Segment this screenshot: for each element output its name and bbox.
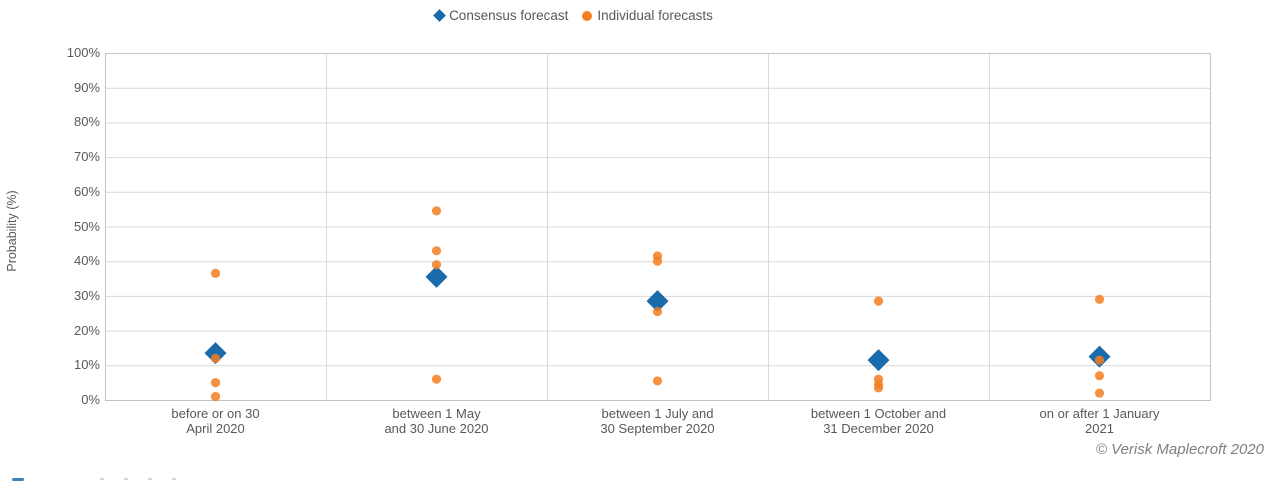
y-tick-label: 30%: [73, 287, 100, 303]
x-category-label-line: between 1 May: [392, 406, 481, 421]
y-tick-label: 100%: [66, 45, 100, 60]
y-tick-label: 50%: [73, 218, 100, 234]
plot-border: [105, 53, 1211, 401]
legend-item-individual: Individual forecasts: [582, 8, 713, 23]
copyright-note: © Verisk Maplecroft 2020: [1095, 441, 1264, 458]
legend-item-consensus: Consensus forecast: [433, 8, 569, 23]
individual-point: [431, 260, 442, 270]
y-tick-label: 0%: [81, 392, 100, 407]
cutoff-footnote-remnant: [100, 478, 195, 480]
individual-point: [1094, 355, 1105, 365]
x-category-label: between 1 May and 30 June 2020: [326, 406, 548, 436]
x-category-label-line: 2021: [1085, 421, 1114, 436]
x-category-label-line: on or after 1 January: [1039, 406, 1160, 421]
individual-point: [431, 206, 442, 216]
x-category-label-line: before or on 30: [171, 406, 260, 421]
individual-point: [652, 376, 663, 386]
consensus-point: [425, 265, 448, 288]
y-tick-label: 60%: [73, 183, 100, 199]
x-category-label-line: between 1 October and: [810, 406, 947, 421]
individual-point: [873, 296, 884, 306]
y-tick-label: 80%: [73, 114, 100, 130]
legend-label-consensus: Consensus forecast: [449, 8, 569, 23]
individual-point: [431, 246, 442, 256]
individual-point: [210, 391, 221, 402]
individual-point: [210, 378, 221, 388]
individual-point: [1094, 371, 1105, 381]
individual-point: [1094, 388, 1105, 398]
individual-point: [431, 374, 442, 384]
individual-point: [652, 256, 663, 266]
x-category-label: before or on 30 April 2020: [105, 406, 327, 436]
individual-point: [1094, 294, 1105, 304]
individual-point: [652, 306, 663, 317]
y-tick-label: 20%: [73, 322, 100, 338]
x-category-label-line: April 2020: [186, 421, 245, 436]
x-category-label: between 1 October and 31 December 2020: [768, 406, 990, 436]
legend-label-individual: Individual forecasts: [597, 8, 713, 23]
individual-circle-icon: [582, 10, 593, 21]
individual-point: [873, 383, 884, 393]
consensus-point: [646, 290, 669, 313]
cutoff-footnote-marker: [12, 478, 24, 481]
individual-point: [210, 268, 221, 278]
x-category-label-line: 30 September 2020: [600, 421, 715, 436]
x-category-label: on or after 1 January 2021: [989, 406, 1211, 436]
x-category-label: between 1 July and 30 September 2020: [547, 406, 769, 436]
consensus-point: [867, 349, 890, 372]
x-category-label-line: 31 December 2020: [823, 421, 934, 436]
consensus-point: [204, 342, 227, 365]
x-category-label-line: and 30 June 2020: [384, 421, 489, 436]
y-tick-label: 90%: [73, 79, 100, 95]
y-tick-label: 40%: [73, 253, 100, 269]
x-category-label-line: between 1 July and: [601, 406, 714, 421]
y-tick-label: 70%: [73, 149, 100, 165]
y-tick-label: 10%: [73, 357, 100, 373]
chart-legend: Consensus forecast Individual forecasts: [0, 8, 1148, 23]
individual-point: [210, 353, 221, 363]
